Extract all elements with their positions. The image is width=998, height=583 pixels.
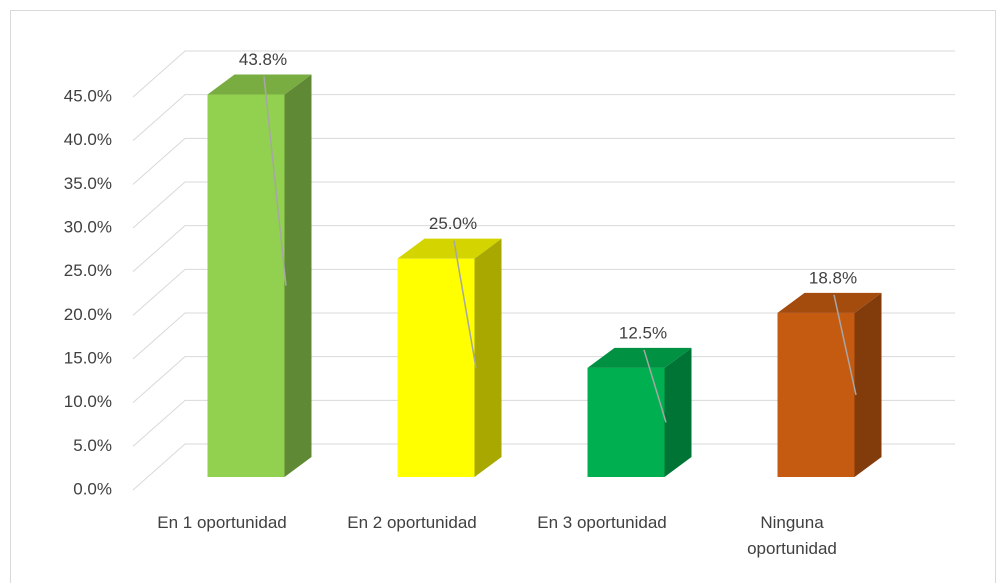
x-tick-label: En 2 oportunidad [347,513,477,532]
leader-line [453,240,477,368]
y-tick-label: 25.0% [64,261,112,280]
x-tick-label: En 1 oportunidad [157,513,287,532]
data-label: 18.8% [809,268,857,287]
data-label: 12.5% [619,323,667,342]
y-tick-label: 5.0% [73,436,112,455]
y-tick-label: 0.0% [73,479,112,498]
bar [397,258,475,477]
leader-line [643,349,667,423]
grid-line [132,50,955,98]
bar-side [474,238,502,477]
bar-top [207,74,312,95]
leader-line [263,76,287,286]
grid-line [132,268,955,316]
bar [777,312,855,477]
grid-line [132,356,955,404]
bar-top [777,292,882,313]
y-tick-label: 10.0% [64,392,112,411]
bar-side [854,292,882,477]
y-tick-label: 45.0% [64,86,112,105]
y-tick-label: 40.0% [64,130,112,149]
grid-line [132,94,955,142]
leader-line [833,294,857,396]
bar-top [587,347,692,368]
bar [587,367,665,477]
grid-line [132,225,955,273]
x-tick-label: Ninguna oportunidad [747,513,837,558]
grid-line [132,399,955,447]
data-label: 25.0% [429,214,477,233]
bar-side [284,74,312,477]
grid-line [132,181,955,229]
y-tick-label: 35.0% [64,174,112,193]
grid-line [132,137,955,185]
bar [207,94,285,477]
x-tick-label: En 3 oportunidad [537,513,667,532]
y-tick-label: 15.0% [64,348,112,367]
grid-line [132,312,955,360]
bar-side [664,347,692,477]
data-label: 43.8% [239,50,287,69]
y-tick-label: 20.0% [64,305,112,324]
grid-line [132,443,955,491]
bar-top [397,238,502,259]
y-tick-label: 30.0% [64,217,112,236]
